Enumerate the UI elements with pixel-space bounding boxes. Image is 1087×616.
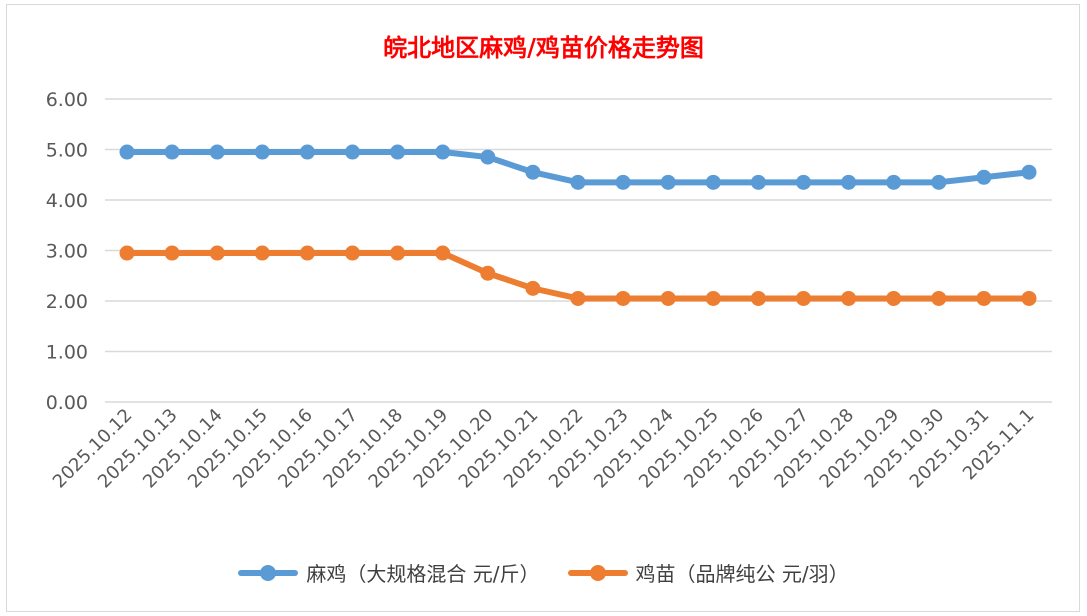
data-point [1021,290,1037,306]
data-point [119,245,135,261]
data-point [615,174,631,190]
data-point [480,265,496,281]
chart-area [6,4,1080,612]
data-point [254,144,270,160]
y-tick-label: 1.00 [46,342,88,364]
data-point [119,144,135,160]
data-point [796,174,811,190]
data-point [886,290,902,306]
data-point [525,280,541,296]
data-point [570,290,586,306]
data-point [976,169,992,185]
y-tick-label: 4.00 [46,190,88,212]
data-point [705,290,721,306]
legend-swatch [567,564,628,581]
y-tick-label: 6.00 [46,89,88,111]
data-point [660,290,676,306]
data-point [750,290,766,306]
data-point [660,174,676,190]
y-tick-label: 2.00 [46,291,88,313]
data-point [841,174,857,190]
data-point [615,290,631,306]
data-point [480,149,496,165]
y-tick-label: 3.00 [46,241,88,263]
data-point [435,245,451,261]
data-point [299,245,315,261]
data-point [931,174,947,190]
data-point [570,174,586,190]
data-point [345,144,360,160]
legend-item-series-0: 麻鸡（大规格混合 元/斤） [238,558,540,587]
legend: 麻鸡（大规格混合 元/斤） 鸡苗（品牌纯公 元/羽） [0,558,1087,587]
data-point [796,290,811,306]
data-point [390,245,406,261]
legend-item-series-1: 鸡苗（品牌纯公 元/羽） [567,558,849,587]
data-point [299,144,315,160]
data-point [345,245,360,261]
data-point [164,245,180,261]
legend-label: 鸡苗（品牌纯公 元/羽） [635,562,849,586]
y-tick-label: 0.00 [46,392,88,414]
legend-swatch [238,564,299,581]
legend-label: 麻鸡（大规格混合 元/斤） [306,562,540,586]
data-point [209,245,225,261]
data-point [209,144,225,160]
data-point [750,174,766,190]
chart-title: 皖北地区麻鸡/鸡苗价格走势图 [383,33,704,62]
data-point [254,245,270,261]
data-point [525,164,541,180]
data-point [1021,164,1037,180]
data-point [705,174,721,190]
data-point [886,174,902,190]
data-point [390,144,406,160]
y-tick-label: 5.00 [46,140,88,162]
data-point [931,290,947,306]
data-point [164,144,180,160]
data-point [435,144,451,160]
data-point [841,290,857,306]
data-point [976,290,992,306]
